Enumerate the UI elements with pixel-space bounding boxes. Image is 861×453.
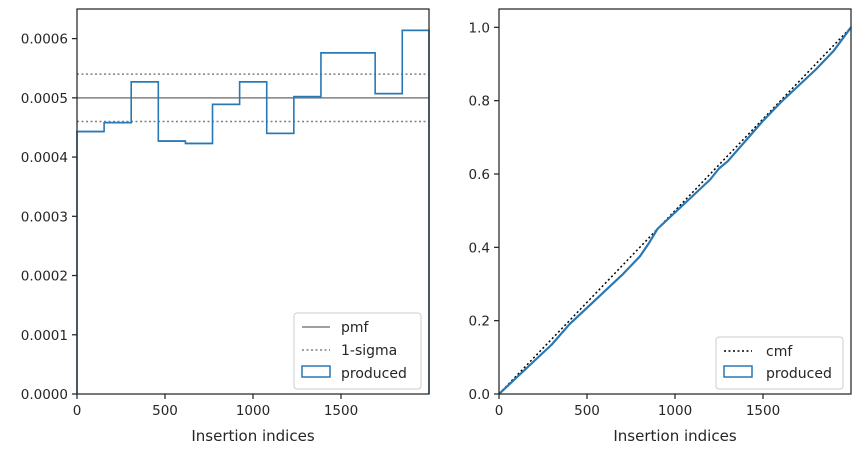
histogram-legend: pmf 1-sigma produced (293, 312, 422, 390)
produced-point (568, 323, 571, 326)
cmf-line (498, 26, 852, 395)
produced-point (718, 167, 720, 170)
histogram-y-ticks: 0.0000 0.0001 0.0002 0.0003 0.0004 0.0005 0.00… (21, 32, 77, 403)
legend-pmf-label: pmf (341, 320, 370, 336)
produced-point (551, 343, 553, 346)
legend-cmf-label: cmf (766, 344, 793, 360)
cumulative-y-tick-label: 0.8 (469, 94, 490, 110)
produced-point (647, 242, 650, 245)
histogram-x-tick-label: 1000 (236, 403, 270, 419)
histogram-x-tick-label: 0 (73, 403, 82, 419)
cumulative-y-ticks: 0.0 0.2 0.4 0.6 0.8 1.0 (469, 20, 499, 403)
cumulative-y-tick-label: 0.6 (469, 167, 490, 183)
produced-point (656, 228, 659, 230)
legend-produced-swatch (723, 365, 753, 378)
histogram-x-axis-label: Insertion indices (191, 427, 314, 445)
cumulative-y-tick-label: 0.0 (469, 387, 490, 403)
cumulative-x-tick-label: 1000 (658, 403, 692, 419)
produced-point (533, 360, 535, 362)
histogram-y-tick-label: 0.0004 (21, 150, 68, 166)
histogram-x-ticks: 0 500 1000 1500 (73, 394, 358, 419)
cumulative-x-tick-label: 1500 (746, 403, 780, 419)
legend-produced-swatch (301, 365, 331, 378)
produced-point (797, 85, 799, 87)
produced-point (815, 68, 817, 71)
produced-point (709, 178, 711, 181)
cumulative-legend-box (715, 336, 844, 390)
histogram-x-tick-label: 1500 (324, 403, 358, 419)
cumulative-x-ticks: 0 500 1000 1500 (495, 394, 780, 419)
produced-point (674, 211, 676, 214)
histogram-marks (76, 29, 430, 394)
histogram-y-tick-label: 0.0000 (21, 387, 68, 403)
cumulative-y-tick-label: 0.2 (469, 314, 490, 330)
cumulative-x-axis-label: Insertion indices (613, 427, 736, 445)
produced-point (603, 290, 606, 293)
legend-produced-label: produced (341, 366, 407, 382)
histogram-panel: 0 500 1000 1500 0.00000.00010.00020.00030.0… (21, 8, 430, 445)
cumulative-legend: cmf produced (715, 336, 844, 390)
cumulative-y-tick-label: 0.4 (469, 240, 490, 256)
produced-point (832, 50, 835, 52)
produced-point (727, 160, 729, 162)
produced-point (762, 120, 764, 122)
produced-point (779, 101, 782, 104)
histogram-y-tick-label: 0.0001 (21, 328, 68, 344)
legend-sigma-label: 1-sigma (341, 343, 397, 359)
histogram-legend-box (293, 312, 422, 390)
histogram-y-tick-label: 0.0005 (21, 91, 68, 107)
produced-point (586, 307, 588, 309)
histogram-y-tick-label: 0.0006 (21, 32, 68, 48)
cumulative-panel: 0 500 1000 1500 0.0 0.2 0.4 0.6 0.8 1.0 Insertio… (469, 8, 852, 445)
produced-point (691, 195, 694, 197)
produced-point (639, 255, 641, 258)
produced-point (621, 274, 623, 276)
cumulative-x-tick-label: 500 (574, 403, 600, 419)
produced-histogram-step (76, 29, 430, 394)
histogram-y-tick-label: 0.0003 (21, 209, 68, 225)
cumulative-x-tick-label: 0 (495, 403, 504, 419)
cumulative-y-tick-label: 1.0 (469, 20, 490, 36)
histogram-y-tick-label: 0.0002 (21, 269, 68, 285)
produced-point (744, 140, 747, 142)
produced-point (515, 376, 518, 379)
legend-produced-label: produced (766, 366, 832, 382)
cumulative-marks (498, 26, 852, 395)
histogram-x-tick-label: 500 (152, 403, 178, 419)
